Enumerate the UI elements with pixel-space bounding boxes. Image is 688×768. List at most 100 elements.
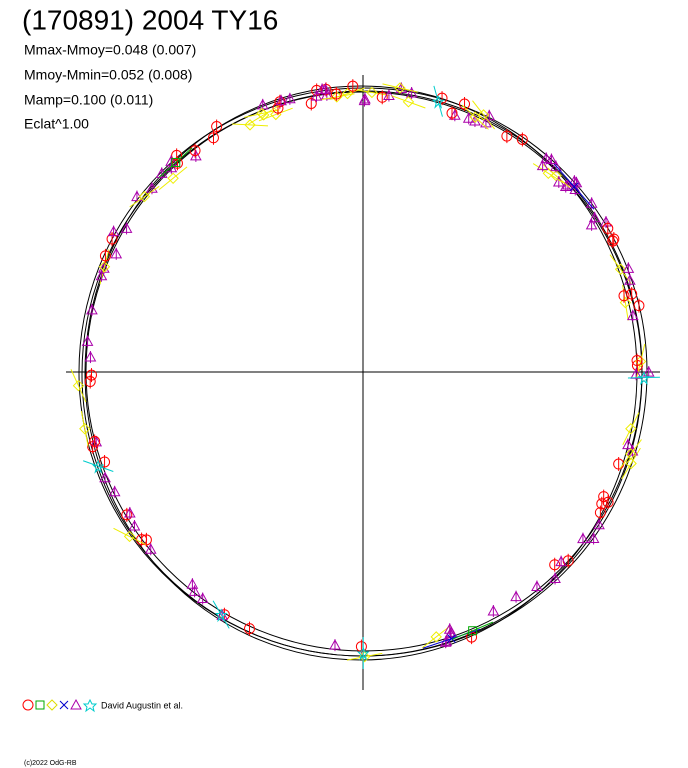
stat-line: Mamp=0.100 (0.011) [24, 92, 153, 108]
observation-marker [110, 247, 123, 259]
observation-marker [477, 109, 490, 121]
observation-marker [128, 519, 141, 531]
observation-marker [144, 543, 157, 554]
observation-marker [347, 80, 359, 92]
observation-marker [99, 456, 111, 468]
observation-marker [577, 532, 589, 544]
observation-marker [433, 85, 443, 117]
observation-marker [483, 109, 496, 121]
observation-marker [196, 592, 209, 604]
observation-marker [80, 411, 89, 447]
observation-marker [99, 250, 111, 262]
observation-marker [140, 534, 152, 546]
observation-marker [516, 134, 528, 146]
observation-marker [549, 572, 561, 583]
observation-marker [536, 159, 549, 171]
observation-marker [402, 96, 415, 108]
observation-marker [440, 635, 453, 646]
observation-marker [472, 100, 496, 130]
observation-marker [602, 222, 614, 234]
observation-marker [272, 102, 284, 114]
observation-marker [159, 147, 193, 178]
legend-symbol [70, 698, 82, 710]
observation-marker [79, 423, 91, 435]
observation-marker [619, 296, 632, 309]
title: (170891) 2004 TY16 [22, 4, 278, 35]
observation-marker [120, 222, 133, 233]
observation-marker [275, 94, 287, 106]
observation-marker [626, 288, 638, 300]
observation-marker [542, 167, 555, 180]
observation-marker [633, 300, 645, 312]
observation-marker [106, 233, 118, 245]
observation-marker [138, 190, 151, 203]
observation-marker [622, 262, 635, 273]
observation-marker [84, 351, 97, 362]
observation-marker [421, 625, 451, 649]
observation-marker [621, 447, 641, 480]
legend-symbol [82, 698, 98, 713]
observation-marker [461, 104, 489, 130]
legend-symbol [59, 700, 69, 710]
observation-marker [624, 274, 636, 285]
observation-marker [637, 371, 651, 386]
observation-marker [598, 491, 610, 503]
observation-marker [81, 335, 94, 346]
observation-marker [431, 95, 445, 109]
observation-marker [585, 218, 598, 230]
observation-marker [232, 123, 269, 127]
observation-marker [330, 88, 342, 100]
observation-marker [376, 91, 388, 103]
observation-marker [391, 95, 426, 109]
observation-marker [207, 132, 219, 144]
observation-marker [84, 376, 96, 388]
legend-symbol [22, 699, 34, 711]
observation-marker [167, 172, 179, 185]
legend: David Augustin et al. [22, 698, 183, 713]
legend-symbol [35, 700, 45, 710]
observations [70, 79, 660, 670]
observation-marker [212, 600, 230, 629]
observation-marker [310, 90, 323, 101]
copyright: (c)2022 OdG-RB [24, 760, 77, 767]
observation-marker [211, 121, 223, 133]
observation-marker [98, 262, 110, 273]
observation-marker [619, 439, 642, 469]
observation-marker [158, 166, 188, 191]
observation-marker [569, 183, 582, 195]
observation-marker [614, 263, 627, 275]
observation-marker [366, 86, 378, 99]
observation-marker [626, 309, 639, 321]
observation-marker [642, 366, 655, 377]
observation-marker [587, 532, 600, 544]
observation-marker [594, 507, 606, 519]
observation-marker [284, 92, 296, 104]
observation-marker [165, 161, 178, 173]
observation-marker [70, 369, 87, 403]
observation-marker [447, 634, 456, 644]
observation-marker [608, 233, 620, 245]
observation-marker [394, 82, 406, 94]
observation-marker [550, 160, 562, 172]
observation-marker [258, 109, 270, 121]
observation-marker [549, 559, 561, 571]
legend-label: David Augustin et al. [101, 700, 183, 710]
curve [84, 85, 638, 661]
observation-marker [244, 623, 256, 635]
observation-marker [446, 107, 458, 119]
observation-marker [72, 379, 85, 392]
observation-marker [189, 145, 201, 157]
observation-marker [359, 92, 371, 104]
stat-line: Mmax-Mmoy=0.048 (0.007) [24, 42, 196, 58]
observation-marker [113, 527, 146, 546]
observation-marker [555, 555, 567, 567]
observation-marker [357, 646, 370, 661]
observation-marker [108, 485, 121, 497]
observation-marker [607, 235, 619, 247]
observation-marker [468, 626, 478, 636]
observation-marker [146, 182, 158, 193]
observation-marker [459, 98, 471, 110]
observation-marker [532, 163, 564, 184]
observation-marker [596, 498, 608, 510]
